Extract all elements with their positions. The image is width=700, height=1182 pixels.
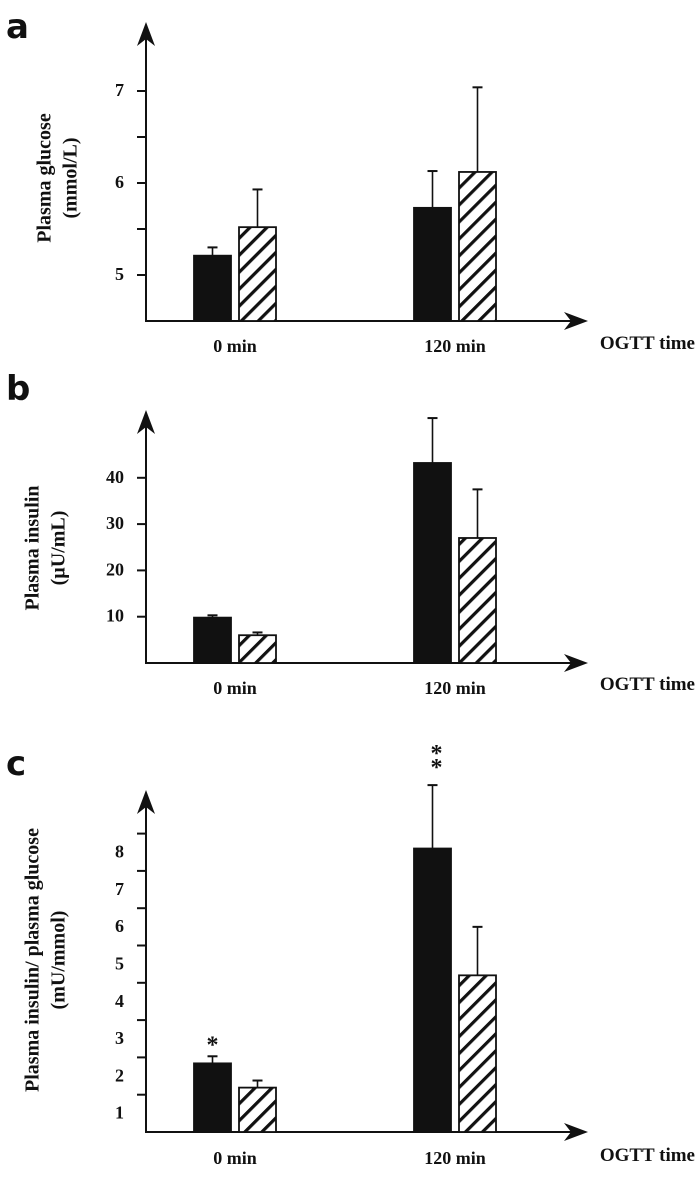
bar-solid-1 [413, 847, 452, 1133]
x-category-label: 120 min [424, 678, 486, 698]
y-tick-label: 7 [115, 879, 124, 899]
y-axis-unit-label: (mmol/L) [60, 137, 82, 218]
y-tick-label: 5 [115, 264, 124, 284]
panel-label: a [6, 7, 29, 47]
x-axis-arrow-icon [564, 1123, 588, 1141]
y-tick-label: 5 [115, 954, 124, 974]
bar-solid-1 [413, 206, 452, 322]
significance-marker: * [207, 1032, 219, 1058]
x-category-label: 120 min [424, 1148, 486, 1168]
bar-hatched-1 [458, 171, 497, 322]
y-tick-label: 8 [115, 842, 124, 862]
y-tick-label: 3 [115, 1028, 124, 1048]
x-axis-label: OGTT time [600, 674, 695, 695]
y-tick-label: 7 [115, 80, 124, 100]
bar-solid-0 [193, 616, 232, 664]
y-axis-label: Plasma glucose [34, 113, 56, 243]
x-category-label: 0 min [213, 1148, 257, 1168]
y-axis-arrow-icon [137, 22, 155, 46]
bar-solid-0 [193, 254, 232, 322]
y-tick-label: 1 [115, 1103, 124, 1123]
y-axis-label: Plasma insulin/ plasma glucose [22, 828, 44, 1092]
panel-label: c [6, 744, 26, 784]
y-tick-label: 40 [106, 467, 124, 487]
bar-solid-0 [193, 1062, 232, 1133]
y-tick-label: 20 [106, 559, 124, 579]
bar-hatched-1 [458, 974, 497, 1133]
x-axis-label: OGTT time [600, 333, 695, 354]
chart-panel-c: c Plasma insulin/ plasma glucose (mU/mmol)… [6, 741, 695, 1168]
chart-panel-b: b Plasma insulin (µU/mL) 10 20 30 40 0 min 120 m… [6, 369, 695, 698]
panel-label: b [6, 369, 30, 409]
significance-marker: * * [431, 741, 443, 781]
x-category-label: 0 min [213, 336, 257, 356]
y-tick-label: 6 [115, 172, 124, 192]
y-axis-unit-label: (mU/mmol) [48, 911, 70, 1010]
bar-hatched-0 [238, 634, 277, 664]
bar-hatched-0 [238, 226, 277, 322]
x-axis-arrow-icon [564, 312, 588, 330]
y-tick-label: 30 [106, 513, 124, 533]
bar-hatched-0 [238, 1086, 277, 1133]
y-axis-unit-label: (µU/mL) [48, 511, 70, 586]
y-axis-arrow-icon [137, 790, 155, 814]
bar-hatched-1 [458, 537, 497, 664]
y-tick-label: 10 [106, 606, 124, 626]
x-axis-label: OGTT time [600, 1145, 695, 1166]
chart-panel-a: a Plasma glucose (mmol/L) 5 6 7 0 min 120 min OG… [6, 7, 695, 356]
x-axis-arrow-icon [564, 654, 588, 672]
y-axis-arrow-icon [137, 410, 155, 434]
x-category-label: 120 min [424, 336, 486, 356]
y-axis-label: Plasma insulin [22, 485, 44, 610]
y-tick-label: 4 [115, 991, 124, 1011]
y-tick-label: 2 [115, 1065, 124, 1085]
x-category-label: 0 min [213, 678, 257, 698]
bar-solid-1 [413, 462, 452, 664]
y-tick-label: 6 [115, 916, 124, 936]
